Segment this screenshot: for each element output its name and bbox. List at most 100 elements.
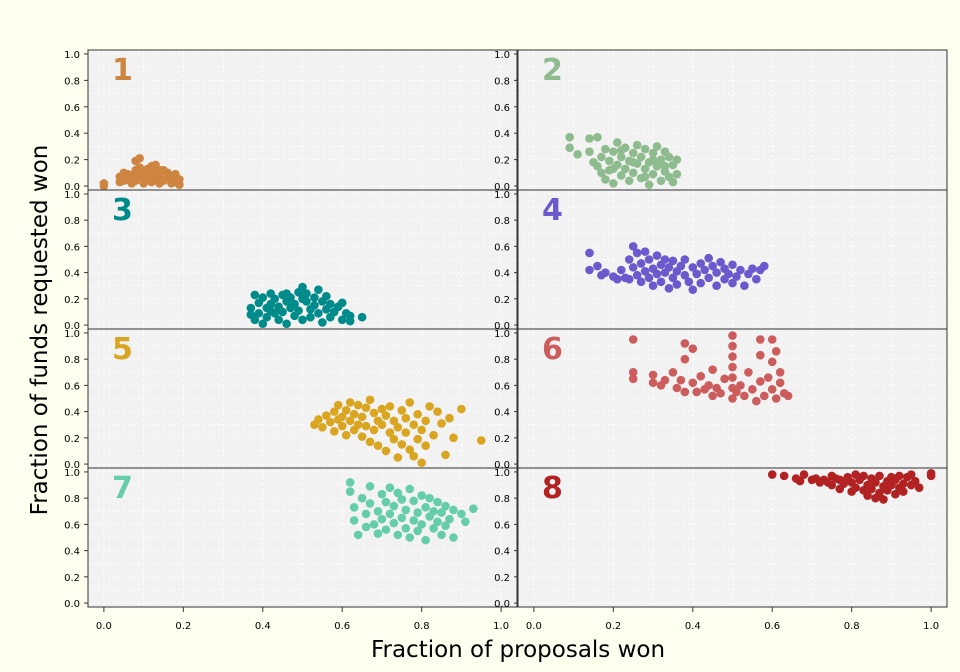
data-point — [365, 499, 375, 508]
data-point — [349, 516, 359, 525]
y-tick-label: 1.0 — [64, 468, 80, 479]
data-point — [652, 142, 662, 151]
y-tick-label: 0.4 — [494, 408, 510, 419]
data-point — [413, 409, 422, 419]
data-point — [329, 407, 339, 416]
data-point — [668, 367, 678, 377]
data-point — [684, 277, 694, 287]
data-point — [756, 335, 765, 344]
data-point — [345, 398, 355, 407]
x-axis-title: Fraction of proposals won — [371, 637, 665, 663]
panel-label: 5 — [112, 332, 133, 367]
data-point — [756, 350, 765, 360]
data-point — [377, 489, 387, 499]
data-point — [417, 491, 426, 500]
y-tick-label: 1.0 — [64, 190, 80, 201]
data-point — [632, 248, 642, 258]
data-point — [585, 265, 594, 275]
data-point — [771, 346, 781, 356]
data-point — [644, 180, 654, 190]
y-tick-label: 0.6 — [494, 520, 510, 531]
data-point — [405, 398, 415, 407]
data-point — [660, 161, 670, 171]
data-point — [385, 509, 395, 519]
data-point — [712, 281, 721, 291]
data-point — [672, 383, 682, 393]
data-point — [401, 524, 411, 533]
data-point — [262, 312, 272, 322]
data-point — [314, 308, 323, 318]
y-tick-label: 0.0 — [64, 321, 80, 332]
data-point — [246, 303, 256, 313]
data-point — [891, 489, 900, 499]
data-point — [298, 294, 307, 304]
data-point — [413, 508, 422, 517]
data-point — [688, 344, 698, 353]
data-point — [692, 387, 702, 397]
y-tick-label: 1.0 — [64, 329, 80, 340]
data-point — [389, 434, 399, 444]
data-point — [648, 281, 658, 291]
data-point — [381, 446, 391, 456]
data-point — [429, 524, 438, 533]
data-point — [652, 161, 662, 171]
y-tick-label: 0.0 — [494, 321, 510, 332]
data-point — [767, 335, 777, 344]
data-point — [175, 175, 184, 184]
y-tick-label: 0.6 — [494, 242, 510, 253]
data-point — [688, 285, 698, 294]
data-point — [139, 173, 148, 183]
y-tick-label: 0.6 — [64, 381, 80, 392]
data-point — [668, 256, 678, 266]
data-point — [597, 168, 606, 178]
data-point — [441, 450, 450, 460]
data-point — [656, 277, 666, 287]
data-point — [652, 269, 662, 279]
data-point — [879, 495, 888, 504]
data-point — [409, 451, 419, 461]
data-point — [397, 406, 407, 415]
panel-grid — [88, 190, 517, 329]
data-point — [644, 273, 654, 283]
data-point — [357, 432, 367, 441]
data-point — [585, 147, 594, 156]
data-point — [310, 293, 319, 302]
y-tick-label: 0.6 — [64, 242, 80, 253]
data-point — [345, 478, 355, 487]
y-tick-label: 1.0 — [494, 329, 510, 340]
panel-points — [345, 478, 478, 545]
data-point — [393, 488, 403, 498]
data-point — [628, 263, 638, 272]
panel-grid — [518, 329, 947, 468]
data-point — [329, 426, 339, 436]
data-point — [449, 533, 458, 542]
data-point — [389, 518, 399, 528]
x-tick-label: 1.0 — [923, 621, 939, 632]
data-point — [767, 357, 777, 367]
data-point — [664, 152, 674, 162]
data-point — [322, 291, 331, 301]
data-point — [895, 471, 904, 481]
data-point — [748, 385, 757, 394]
data-point — [672, 280, 682, 289]
y-tick-label: 0.8 — [64, 355, 80, 366]
data-point — [445, 413, 454, 423]
x-tick-label: 0.8 — [414, 621, 430, 632]
data-point — [704, 381, 713, 390]
data-point — [369, 408, 379, 418]
data-point — [417, 520, 426, 529]
panel-label: 6 — [542, 332, 563, 367]
data-point — [624, 274, 634, 284]
data-point — [656, 155, 666, 164]
data-point — [413, 434, 422, 444]
data-point — [875, 488, 884, 498]
y-tick-label: 0.4 — [494, 129, 510, 140]
data-point — [744, 367, 753, 377]
data-point — [648, 378, 658, 388]
data-point — [688, 378, 698, 388]
data-point — [875, 471, 884, 481]
data-point — [409, 420, 419, 430]
x-tick-label: 1.0 — [493, 621, 509, 632]
data-point — [692, 269, 702, 279]
data-point — [871, 478, 880, 487]
